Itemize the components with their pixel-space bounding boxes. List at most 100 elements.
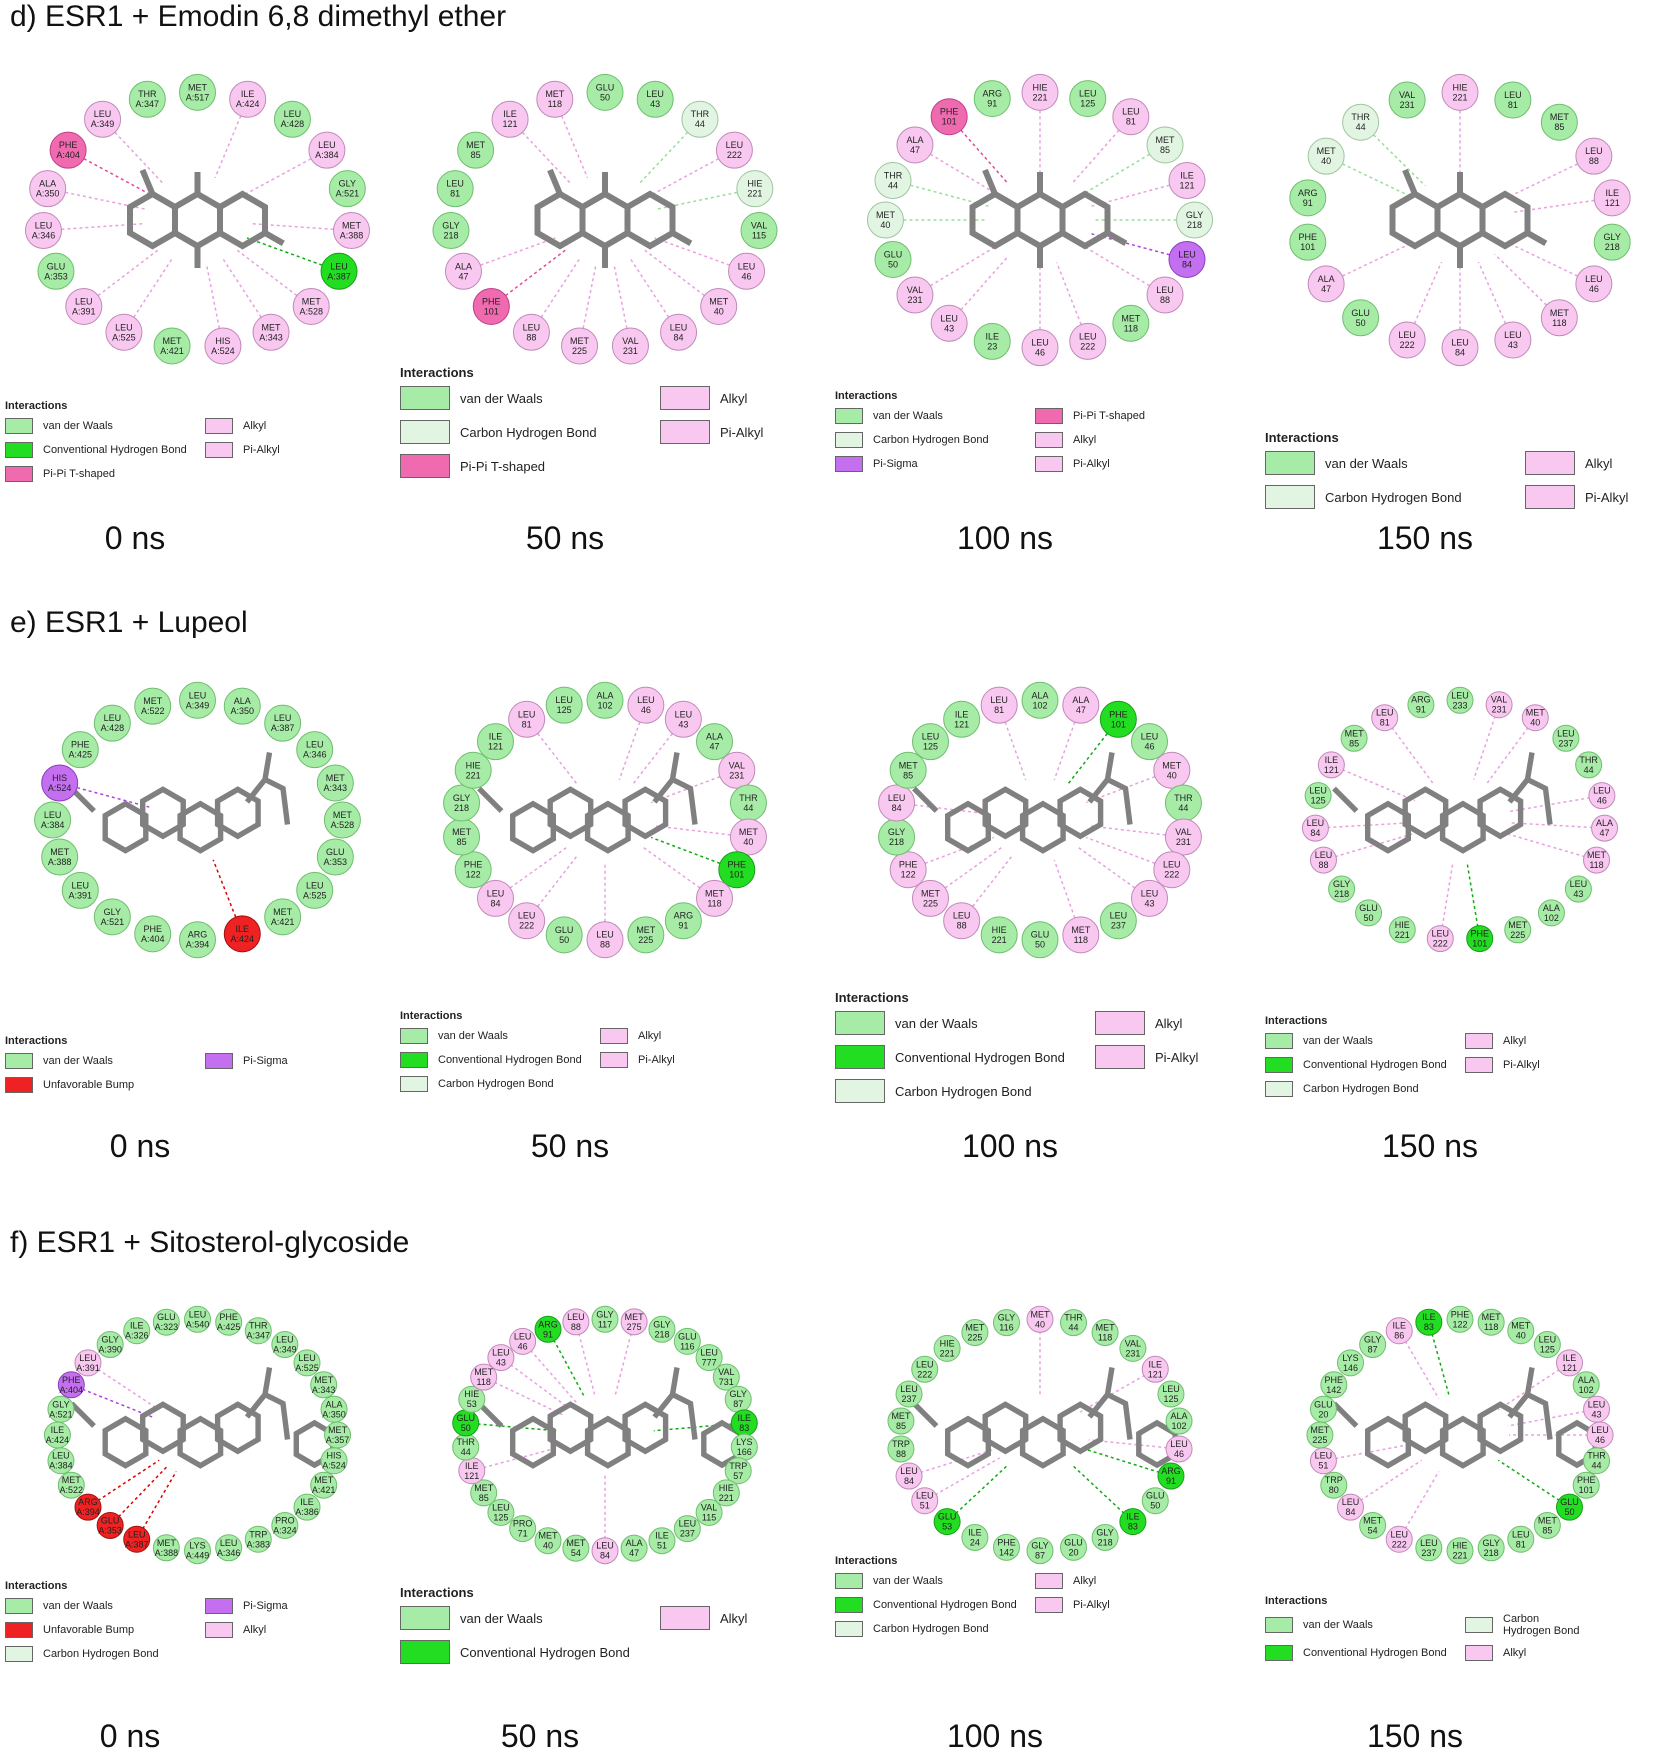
residue-circle xyxy=(1307,137,1345,175)
residue-number: 83 xyxy=(739,1423,749,1433)
residue-circle xyxy=(1091,1319,1119,1347)
residue-number: 47 xyxy=(910,145,920,155)
ligand-ring xyxy=(1059,190,1111,250)
legend-label: Alkyl xyxy=(243,1624,267,1636)
residue-name: PRO xyxy=(513,1519,533,1529)
legend-grid: van der Waals Alkyl Carbon Hydrogen Bond Pi… xyxy=(1265,451,1665,509)
residue-name: LEU xyxy=(679,1519,697,1529)
residue-name: GLU xyxy=(326,847,345,857)
residue-name: GLY xyxy=(442,221,459,231)
legend-item: van der Waals xyxy=(5,1598,205,1614)
residue-name: HIE xyxy=(1032,82,1047,92)
residue-circle xyxy=(1388,81,1426,119)
residue-name: ARG xyxy=(982,89,1002,99)
legend-grid: van der Waals Alkyl Conventional Hydrogen … xyxy=(835,1011,1235,1103)
legend-item: Pi-Pi T-shaped xyxy=(1035,408,1155,424)
residue-number: 87 xyxy=(1035,1551,1045,1561)
residue-number: A:424 xyxy=(236,99,260,109)
legend-item: Pi-Alkyl xyxy=(1465,1057,1585,1073)
legend-swatch xyxy=(400,1606,450,1630)
residue-name: HIE xyxy=(464,1389,479,1399)
residue-circle xyxy=(491,100,529,138)
residue-number: 86 xyxy=(1394,1331,1404,1341)
residue-name: ALA xyxy=(906,135,923,145)
legend-label: Conventional Hydrogen Bond xyxy=(1303,1647,1447,1659)
residue-name: LEU xyxy=(1141,732,1159,742)
residue-name: MET xyxy=(1310,1425,1330,1435)
residue-circle xyxy=(1552,724,1580,752)
ligand-ring xyxy=(547,1401,594,1455)
residue-name: LEU xyxy=(94,109,112,119)
residue-number: A:391 xyxy=(76,1363,100,1373)
ligand-bond xyxy=(1526,230,1548,247)
residue-number: 231 xyxy=(1400,100,1415,110)
legend-item: Pi-Sigma xyxy=(835,456,1035,472)
residue-circle xyxy=(1359,1511,1387,1539)
ligand-structure xyxy=(477,752,698,854)
residue-number: 237 xyxy=(1421,1548,1436,1558)
residue-name: TRP xyxy=(1325,1475,1343,1485)
time-label: 50 ns xyxy=(525,520,605,556)
residue-name: LEU xyxy=(298,1353,316,1363)
residue-name: MET xyxy=(326,773,346,783)
residue-name: ILE xyxy=(300,1497,314,1507)
residue-circle xyxy=(184,1305,211,1333)
residue-name: LEU xyxy=(1156,285,1174,295)
residue-number: 50 xyxy=(1356,318,1366,328)
ligand-bond xyxy=(262,1367,273,1395)
residue-number: 222 xyxy=(1400,340,1415,350)
residue-circle xyxy=(534,1315,562,1343)
legend-swatch xyxy=(835,1621,863,1637)
residue-name: ALA xyxy=(626,1538,643,1548)
residue-name: LEU xyxy=(189,1309,207,1319)
residue-name: LEU xyxy=(1079,89,1097,99)
interaction-line xyxy=(251,222,352,232)
legend-title: Interactions xyxy=(400,1585,474,1600)
residue-name: VAL xyxy=(729,760,745,770)
legend-item: van der Waals xyxy=(400,386,660,410)
ligand-ring xyxy=(1434,190,1486,250)
residue-circle xyxy=(718,751,756,789)
ligand-ring xyxy=(509,800,557,854)
residue-name: MET xyxy=(262,322,282,332)
legend-swatch xyxy=(835,1079,885,1103)
residue-circle xyxy=(1301,814,1329,842)
residue-name: GLU xyxy=(1031,930,1050,940)
residue-name: LEU xyxy=(514,1331,532,1341)
residue-circle xyxy=(316,764,354,802)
legend-label: Conventional Hydrogen Bond xyxy=(438,1054,582,1066)
residue-number: A:424 xyxy=(231,934,255,944)
residue-circle xyxy=(562,1534,590,1562)
residue-circle xyxy=(1317,751,1345,779)
residue-circle xyxy=(1388,916,1416,944)
residue-number: 118 xyxy=(1124,323,1138,333)
residue-circle xyxy=(134,687,172,725)
residue-number: 777 xyxy=(702,1358,717,1368)
residue-number: A:391 xyxy=(69,890,93,900)
residue-name: ILE xyxy=(1563,1353,1577,1363)
ligand-ring xyxy=(652,1391,698,1440)
